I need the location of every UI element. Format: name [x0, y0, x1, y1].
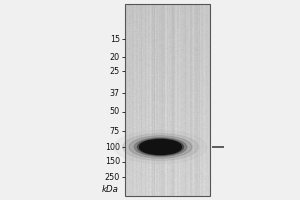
Text: 20: 20 — [110, 52, 120, 62]
Text: 75: 75 — [110, 127, 120, 136]
Text: 150: 150 — [105, 158, 120, 166]
Text: 15: 15 — [110, 34, 120, 44]
Ellipse shape — [129, 136, 192, 158]
Ellipse shape — [134, 138, 187, 156]
Ellipse shape — [123, 134, 198, 160]
Text: 25: 25 — [110, 66, 120, 75]
Ellipse shape — [137, 139, 184, 155]
Ellipse shape — [114, 130, 207, 164]
Text: 250: 250 — [105, 172, 120, 182]
Text: 50: 50 — [110, 108, 120, 116]
Text: 100: 100 — [105, 142, 120, 152]
Bar — [124, 4, 210, 196]
Text: kDa: kDa — [102, 184, 118, 194]
Ellipse shape — [140, 140, 182, 154]
Text: 37: 37 — [110, 88, 120, 98]
